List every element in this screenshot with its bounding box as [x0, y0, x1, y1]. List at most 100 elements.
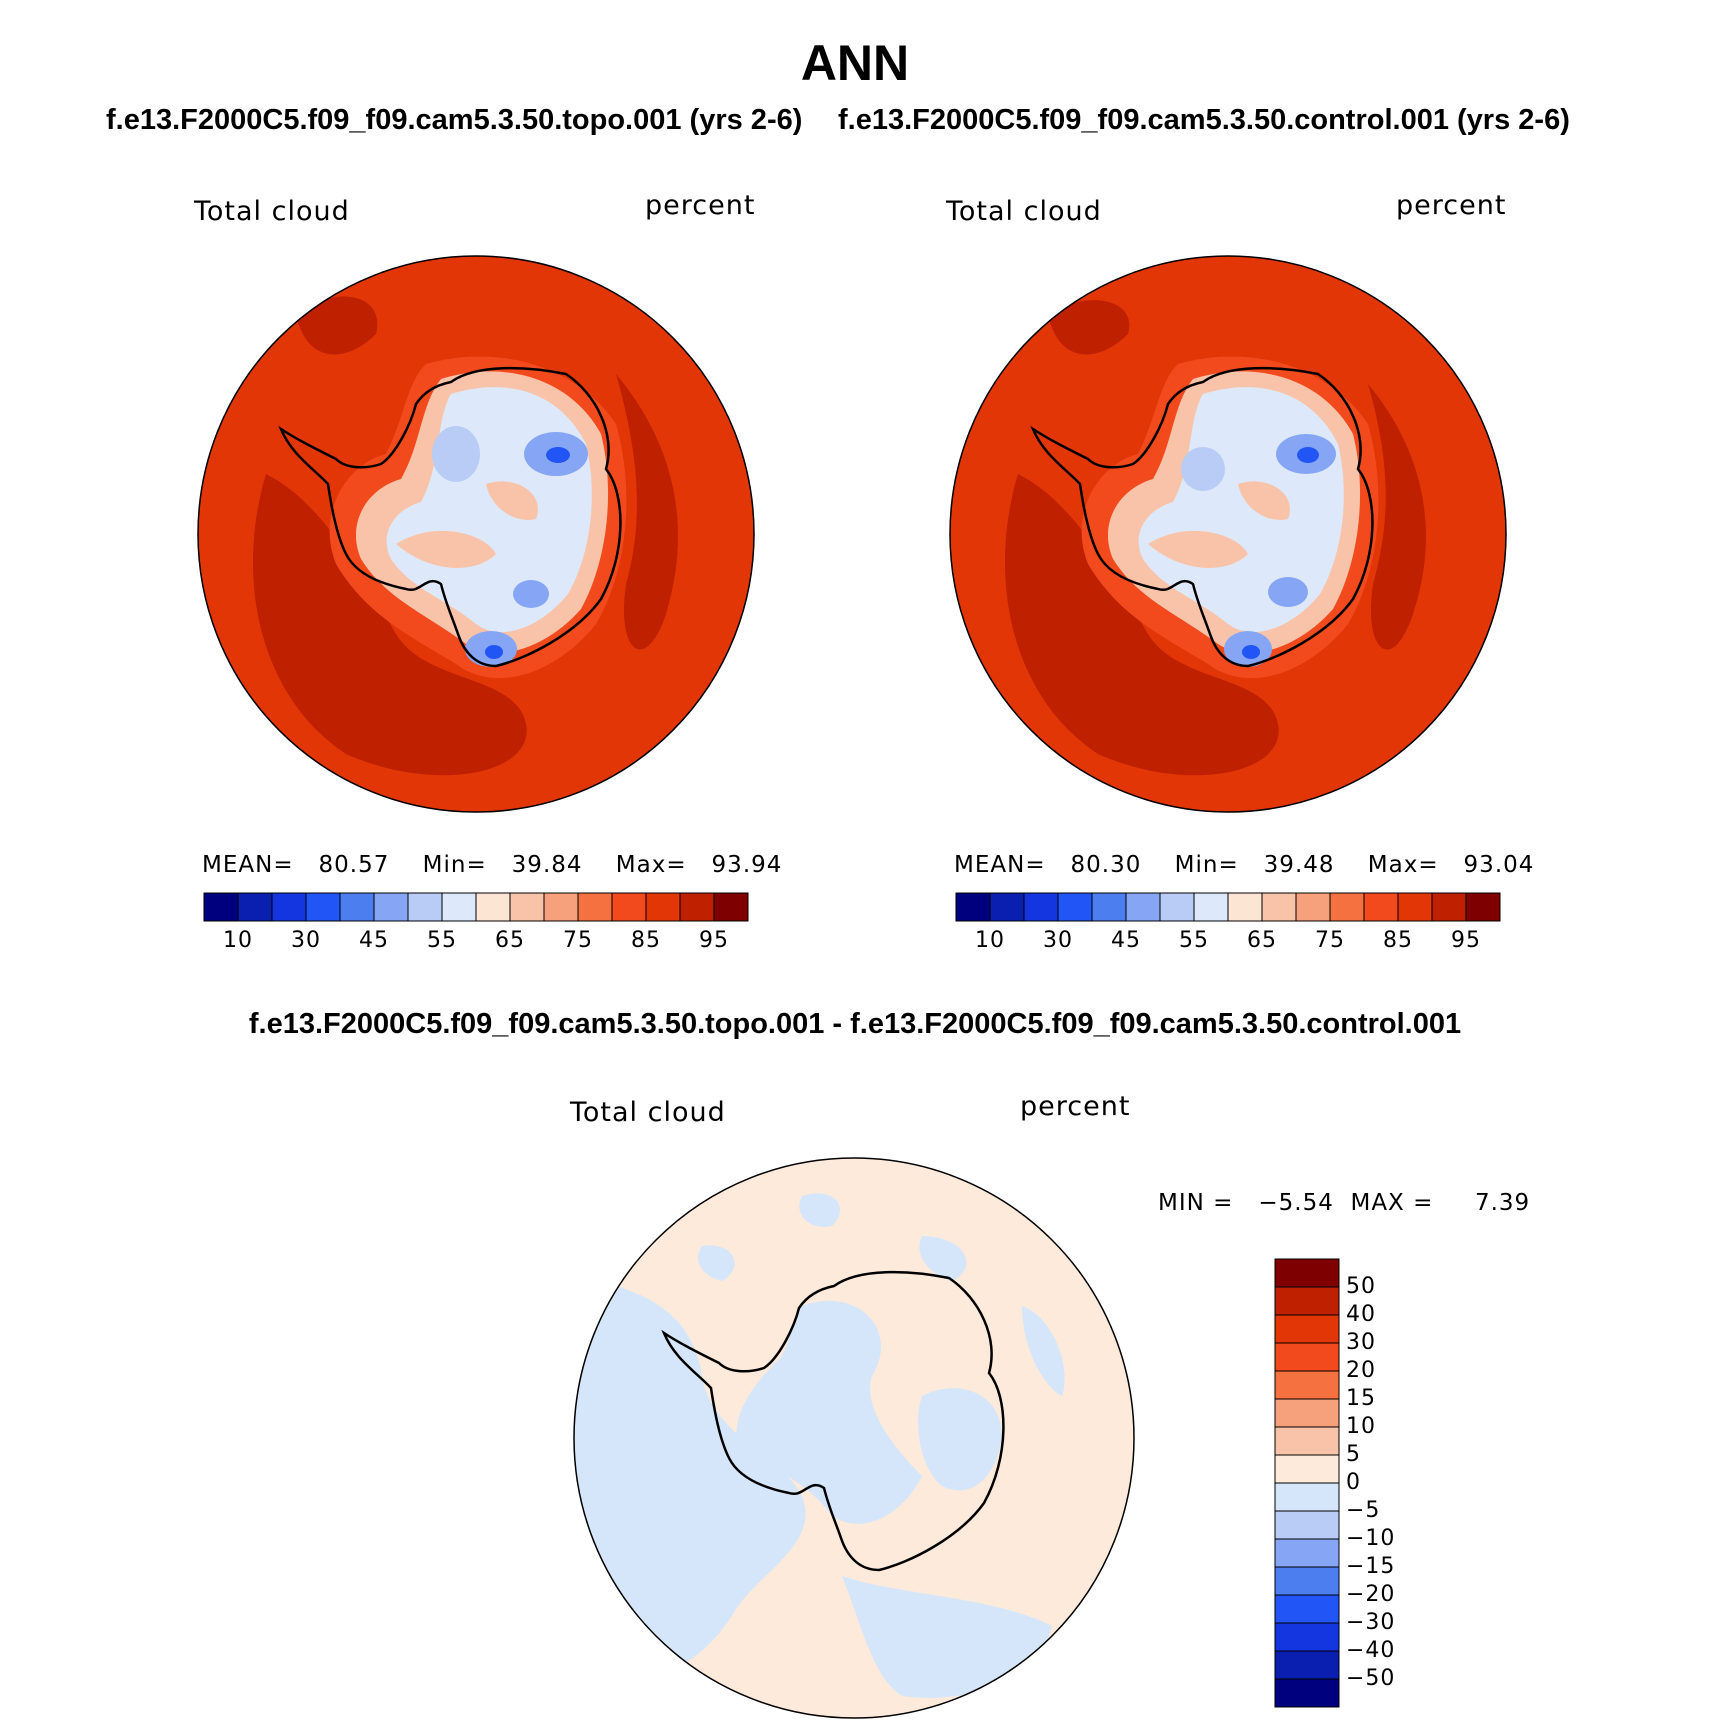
colorbar-tick-label: 0 — [1346, 1470, 1361, 1495]
panel-b-polar-map — [949, 255, 1507, 813]
panel-a-units: percent — [645, 190, 756, 221]
colorbar-swatch — [1227, 892, 1263, 922]
difference-polar-map — [573, 1157, 1135, 1719]
colorbar-swatch — [373, 892, 409, 922]
colorbar-tick-label: 20 — [1346, 1358, 1376, 1383]
colorbar-swatch — [203, 892, 239, 922]
colorbar-swatch — [1274, 1538, 1340, 1568]
panel-a-stats: MEAN= 80.57 Min= 39.84 Max= 93.94 — [202, 852, 782, 878]
dark-cloud-band-east — [616, 374, 678, 650]
panel-a-colorbar — [203, 892, 749, 922]
colorbar-swatch — [1295, 892, 1331, 922]
colorbar-swatch — [237, 892, 273, 922]
colorbar-swatch — [305, 892, 341, 922]
map-boundary — [949, 255, 1507, 813]
colorbar-tick-label: 30 — [1043, 928, 1073, 953]
max-value: 93.04 — [1463, 852, 1535, 878]
panel-b-colorbar-ticks: 10 30 45 55 65 75 85 95 — [955, 928, 1501, 958]
colorbar-swatch — [1274, 1370, 1340, 1400]
colorbar-tick-label: 10 — [223, 928, 253, 953]
colorbar-swatch — [1329, 892, 1365, 922]
colorbar-swatch — [1125, 892, 1161, 922]
colorbar-tick-label: 65 — [1247, 928, 1277, 953]
colorbar-tick-label: 10 — [975, 928, 1005, 953]
colorbar-swatch — [1057, 892, 1093, 922]
colorbar-swatch — [1274, 1566, 1340, 1596]
dark-cloud-band-east — [1368, 384, 1426, 650]
panel-b-units: percent — [1396, 190, 1507, 221]
colorbar-swatch — [1363, 892, 1399, 922]
min-label: Min= — [1174, 852, 1239, 878]
colorbar-tick-label: 50 — [1346, 1274, 1376, 1299]
difference-title: f.e13.F2000C5.f09_f09.cam5.3.50.topo.001… — [248, 1008, 1462, 1040]
difference-colorbar — [1274, 1258, 1340, 1708]
colorbar-tick-label: 65 — [495, 928, 525, 953]
colorbar-swatch — [1091, 892, 1127, 922]
mean-value: 80.30 — [1070, 852, 1142, 878]
colorbar-swatch — [339, 892, 375, 922]
colorbar-tick-label: −15 — [1346, 1554, 1396, 1579]
interior-warm-ridge — [396, 530, 496, 568]
colorbar-swatch — [989, 892, 1025, 922]
colorbar-swatch — [441, 892, 477, 922]
colorbar-swatch — [1193, 892, 1229, 922]
colorbar-tick-label: 55 — [1179, 928, 1209, 953]
colorbar-swatch — [1274, 1426, 1340, 1456]
figure-title: ANN — [800, 35, 910, 91]
negative-anomaly-south — [842, 1576, 1052, 1698]
low-cloud-core-center — [485, 645, 503, 659]
low-cloud-patch — [1181, 447, 1225, 491]
mean-label: MEAN= — [954, 852, 1046, 878]
colorbar-swatch — [1274, 1258, 1340, 1288]
colorbar-swatch — [543, 892, 579, 922]
colorbar-tick-label: −5 — [1346, 1498, 1381, 1523]
min-value: −5.54 — [1258, 1190, 1334, 1216]
coastline — [278, 366, 622, 668]
colorbar-swatch — [1274, 1398, 1340, 1428]
negative-anomaly-east — [918, 1388, 1002, 1491]
colorbar-swatch — [713, 892, 749, 922]
colorbar-swatch — [679, 892, 715, 922]
colorbar-swatch — [1274, 1454, 1340, 1484]
colorbar-swatch — [1465, 892, 1501, 922]
colorbar-swatch — [611, 892, 647, 922]
colorbar-tick-label: 75 — [563, 928, 593, 953]
difference-stats: MIN = −5.54 MAX = 7.39 — [1158, 1190, 1530, 1216]
colorbar-swatch — [271, 892, 307, 922]
map-boundary — [197, 255, 755, 813]
low-cloud-core-center — [1297, 447, 1319, 463]
colorbar-tick-label: −20 — [1346, 1582, 1396, 1607]
panel-a-colorbar-ticks: 10 30 45 55 65 75 85 95 — [203, 928, 749, 958]
dark-cloud-band — [252, 474, 527, 776]
panel-a-variable: Total cloud — [194, 196, 350, 227]
panel-b-case-title: f.e13.F2000C5.f09_f09.cam5.3.50.control.… — [838, 104, 1570, 136]
interior-warm-ridge-2 — [486, 481, 538, 520]
negative-anomaly-north — [799, 1193, 841, 1227]
colorbar-swatch — [1274, 1482, 1340, 1512]
coastline — [1030, 366, 1374, 668]
colorbar-swatch — [1274, 1594, 1340, 1624]
colorbar-tick-label: 15 — [1346, 1386, 1376, 1411]
colorbar-swatch — [1274, 1622, 1340, 1652]
colorbar-swatch — [509, 892, 545, 922]
difference-units: percent — [1020, 1091, 1131, 1122]
colorbar-swatch — [1397, 892, 1433, 922]
panel-b-stats: MEAN= 80.30 Min= 39.48 Max= 93.04 — [954, 852, 1534, 878]
colorbar-tick-label: 95 — [699, 928, 729, 953]
colorbar-tick-label: 45 — [359, 928, 389, 953]
low-cloud-patch — [513, 580, 549, 608]
negative-anomaly-west — [574, 1276, 806, 1684]
max-label: MAX = — [1350, 1190, 1434, 1216]
colorbar-tick-label: 30 — [1346, 1330, 1376, 1355]
colorbar-tick-label: −50 — [1346, 1666, 1396, 1691]
colorbar-tick-label: 10 — [1346, 1414, 1376, 1439]
negative-anomaly-northeast — [919, 1236, 967, 1281]
colorbar-tick-label: 75 — [1315, 928, 1345, 953]
colorbar-swatch — [1159, 892, 1195, 922]
max-value: 7.39 — [1474, 1190, 1531, 1216]
difference-colorbar-ticks: 50 40 30 20 15 10 5 0 −5 −10 −15 −20 −30 −40 −50 — [1346, 1258, 1406, 1708]
colorbar-swatch — [1274, 1678, 1340, 1708]
max-label: Max= — [615, 852, 687, 878]
colorbar-swatch — [475, 892, 511, 922]
negative-anomaly-patch — [1022, 1306, 1065, 1396]
